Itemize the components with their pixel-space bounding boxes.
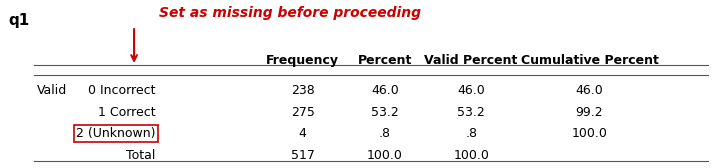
Text: 2 (Unknown): 2 (Unknown) <box>76 127 156 140</box>
Text: 99.2: 99.2 <box>576 106 603 119</box>
Text: Total: Total <box>126 149 156 162</box>
Text: 100.0: 100.0 <box>572 127 608 140</box>
Text: 1 Correct: 1 Correct <box>98 106 156 119</box>
Text: 100.0: 100.0 <box>367 149 403 162</box>
Text: Cumulative Percent: Cumulative Percent <box>521 54 659 68</box>
Text: Frequency: Frequency <box>266 54 339 68</box>
Text: 100.0: 100.0 <box>453 149 489 162</box>
Text: 4: 4 <box>299 127 307 140</box>
Text: Valid: Valid <box>37 84 68 97</box>
Text: Set as missing before proceeding: Set as missing before proceeding <box>159 6 421 20</box>
Text: Percent: Percent <box>358 54 413 68</box>
Text: q1: q1 <box>9 13 30 28</box>
Text: .8: .8 <box>465 127 477 140</box>
Text: 53.2: 53.2 <box>457 106 485 119</box>
Text: 517: 517 <box>291 149 315 162</box>
Text: 46.0: 46.0 <box>372 84 399 97</box>
Text: 46.0: 46.0 <box>575 84 603 97</box>
Text: .8: .8 <box>379 127 391 140</box>
Text: 46.0: 46.0 <box>457 84 485 97</box>
Text: 0 Incorrect: 0 Incorrect <box>88 84 156 97</box>
Text: 238: 238 <box>291 84 315 97</box>
Text: Valid Percent: Valid Percent <box>425 54 518 68</box>
Text: 275: 275 <box>291 106 315 119</box>
Text: 53.2: 53.2 <box>372 106 399 119</box>
